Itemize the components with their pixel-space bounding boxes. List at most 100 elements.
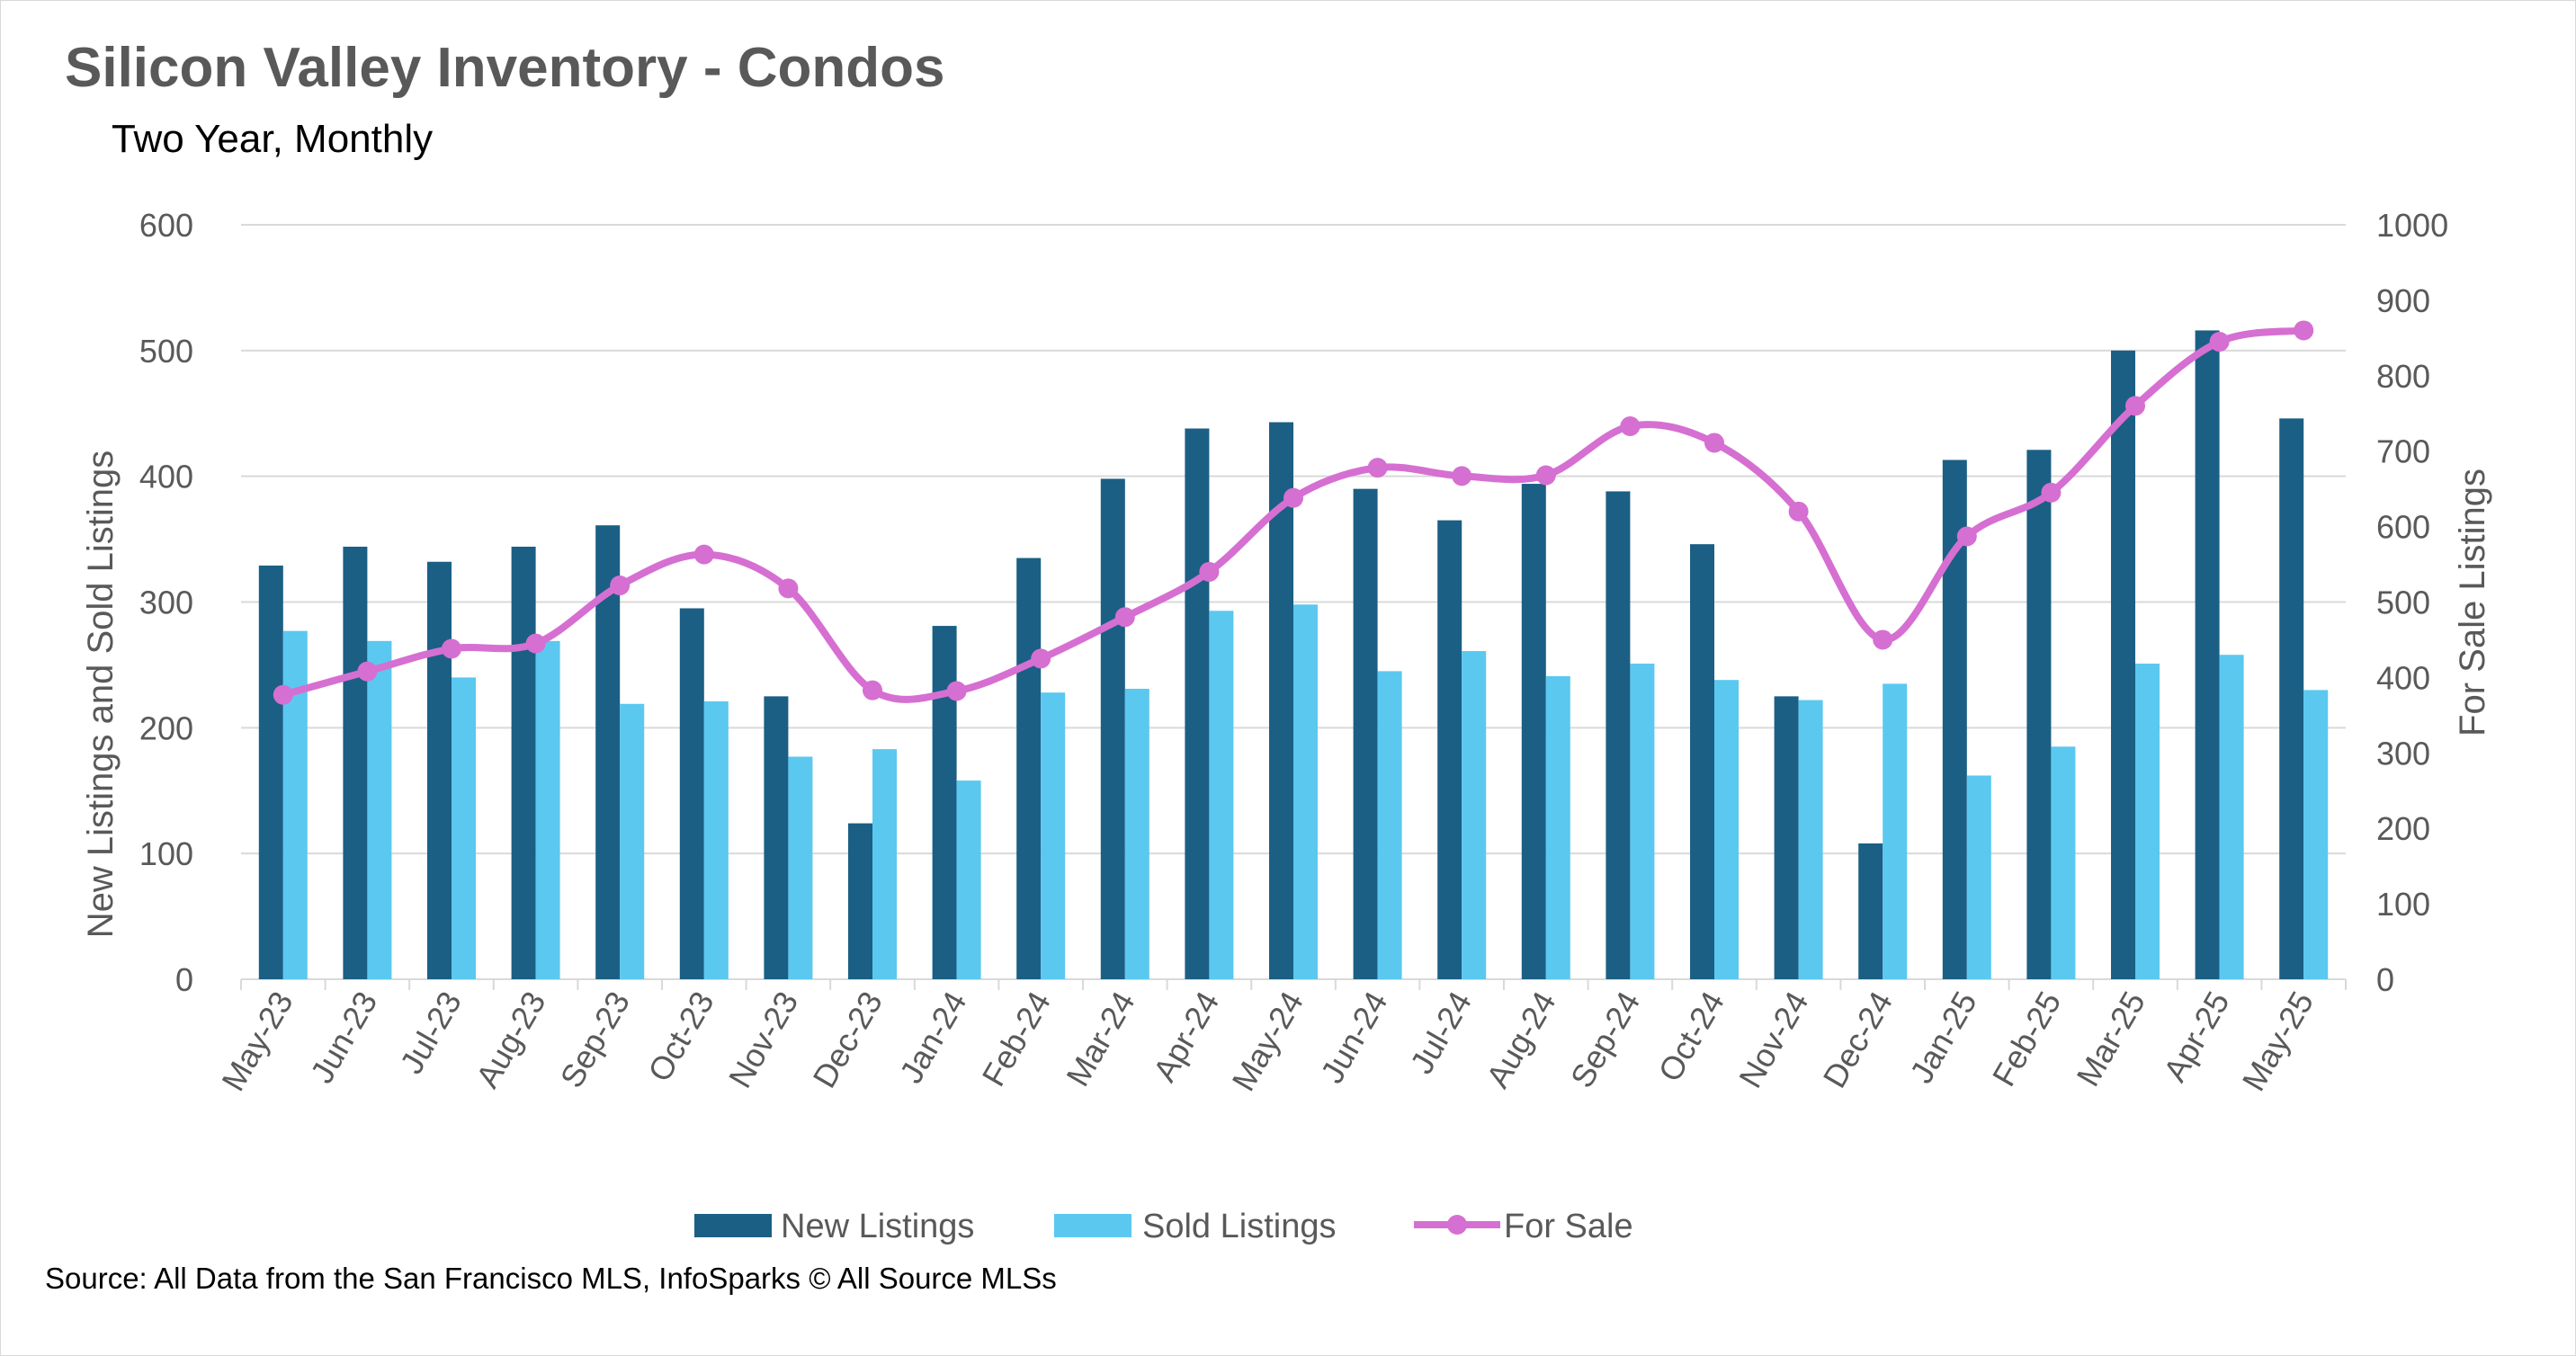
left-axis-tick-label: 600	[139, 207, 193, 244]
legend-swatch-sold-listings	[1054, 1214, 1131, 1237]
left-axis-tick-label: 400	[139, 459, 193, 495]
right-axis-tick-label: 700	[2376, 433, 2430, 470]
for-sale-point	[1452, 466, 1472, 486]
bar-new-listings	[1690, 544, 1714, 979]
bar-sold-listings	[1377, 671, 1402, 979]
bar-sold-listings	[788, 756, 813, 979]
bar-sold-listings	[2135, 664, 2160, 979]
left-axis-tick-label: 0	[175, 961, 193, 998]
for-sale-point	[863, 680, 882, 700]
bar-new-listings	[1858, 843, 1883, 979]
bar-new-listings	[679, 608, 704, 979]
legend-label-for-sale: For Sale	[1504, 1208, 1633, 1245]
x-axis-label: Jul-24	[1403, 986, 1480, 1080]
x-axis-label: Apr-24	[1146, 986, 1227, 1088]
for-sale-point	[1031, 648, 1051, 669]
legend-label-new-listings: New Listings	[781, 1208, 974, 1245]
bar-sold-listings	[620, 703, 645, 979]
legend-marker-for-sale	[1447, 1215, 1467, 1235]
bar-new-listings	[2026, 450, 2052, 980]
x-axis-label: Dec-23	[805, 986, 890, 1094]
bar-sold-listings	[1462, 651, 1487, 979]
legend-swatch-new-listings	[694, 1214, 772, 1237]
bar-new-listings	[764, 696, 789, 979]
bar-new-listings	[258, 565, 283, 979]
bar-series	[258, 330, 2329, 980]
bar-sold-listings	[1209, 611, 1234, 979]
x-axis-label: Nov-23	[721, 986, 806, 1094]
x-axis-label: Oct-23	[640, 986, 721, 1088]
bar-sold-listings	[1124, 688, 1149, 979]
chart-title: Silicon Valley Inventory - Condos	[65, 37, 945, 99]
x-axis-label: Jun-23	[303, 986, 385, 1090]
x-axis-label: Nov-24	[1731, 986, 1816, 1094]
bar-sold-listings	[1545, 676, 1570, 979]
x-axis-label: Jan-25	[1902, 986, 1984, 1090]
bar-sold-listings	[2051, 746, 2076, 979]
for-sale-point	[273, 684, 293, 705]
bar-new-listings	[1606, 491, 1631, 979]
bar-new-listings	[1353, 488, 1378, 979]
right-axis-tick-label: 900	[2376, 282, 2430, 319]
bar-sold-listings	[956, 781, 981, 979]
bar-sold-listings	[1883, 683, 1908, 979]
bar-sold-listings	[1041, 692, 1066, 979]
x-axis-label: Apr-25	[2156, 986, 2237, 1088]
for-sale-point	[946, 681, 967, 701]
x-axis-label: Aug-24	[1479, 986, 1563, 1094]
x-axis-label: Jun-24	[1313, 986, 1395, 1090]
for-sale-point	[1535, 465, 1556, 486]
left-axis-tick-label: 200	[139, 709, 193, 746]
right-axis-tick-label: 500	[2376, 584, 2430, 621]
bar-sold-listings	[2303, 690, 2329, 979]
bar-new-listings	[343, 546, 368, 979]
bar-new-listings	[932, 626, 957, 979]
for-sale-point	[610, 575, 631, 596]
bar-sold-listings	[452, 677, 476, 979]
legend: New Listings Sold Listings For Sale	[694, 1208, 1633, 1245]
left-axis-tick-label: 300	[139, 584, 193, 621]
for-sale-point	[1284, 487, 1303, 508]
x-axis-label: Dec-24	[1816, 986, 1901, 1094]
x-axis-label: Mar-25	[2069, 986, 2152, 1093]
bar-new-listings	[511, 546, 536, 979]
x-axis-labels: May-23 Jun-23 Jul-23 Aug-23 Sep-23 Oct-23 Nov-…	[214, 986, 2321, 1097]
bar-new-listings	[2195, 330, 2220, 980]
right-axis-ticks: 0 100 200 300 400 500 600 700 800 900 1000	[2376, 207, 2448, 998]
bar-new-listings	[1185, 428, 1210, 979]
for-sale-point	[357, 661, 378, 682]
right-axis-tick-label: 100	[2376, 886, 2430, 923]
bar-new-listings	[1774, 696, 1799, 979]
right-axis-tick-label: 200	[2376, 810, 2430, 847]
right-axis-tick-label: 300	[2376, 735, 2430, 772]
for-sale-point	[778, 578, 799, 599]
left-axis-ticks: 0 100 200 300 400 500 600	[139, 207, 193, 998]
x-axis-label: Mar-24	[1059, 986, 1142, 1093]
bar-sold-listings	[1293, 604, 1318, 979]
x-axis-label: May-25	[2235, 986, 2321, 1097]
legend-label-sold-listings: Sold Listings	[1142, 1208, 1336, 1245]
right-axis-tick-label: 800	[2376, 358, 2430, 395]
x-axis-label: May-24	[1224, 986, 1310, 1097]
bar-sold-listings	[872, 749, 897, 979]
left-axis-tick-label: 100	[139, 835, 193, 872]
for-sale-point	[1788, 501, 1809, 522]
bar-sold-listings	[1630, 664, 1655, 979]
bar-new-listings	[1100, 478, 1125, 979]
for-sale-point	[2041, 482, 2062, 503]
x-axis-label: Aug-23	[469, 986, 553, 1094]
x-axis-label: Sep-23	[553, 986, 638, 1094]
x-axis-label: Sep-24	[1563, 986, 1648, 1094]
bar-new-listings	[2111, 350, 2135, 979]
x-axis-label: Feb-25	[1985, 986, 2069, 1093]
right-axis-tick-label: 400	[2376, 659, 2430, 696]
bar-new-listings	[1437, 520, 1462, 979]
for-sale-point	[1956, 526, 1977, 547]
bar-sold-listings	[535, 640, 560, 979]
x-axis-label: Jul-23	[392, 986, 469, 1080]
for-sale-point	[442, 638, 461, 659]
left-axis-tick-label: 500	[139, 333, 193, 370]
x-axis-label: Jan-24	[892, 986, 974, 1090]
for-sale-point	[1704, 433, 1724, 453]
